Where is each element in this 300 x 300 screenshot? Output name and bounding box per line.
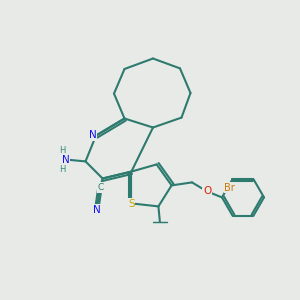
Text: H: H bbox=[59, 165, 66, 174]
Text: O: O bbox=[203, 186, 211, 196]
Text: C: C bbox=[97, 183, 103, 192]
Text: N: N bbox=[93, 205, 101, 215]
Text: N: N bbox=[88, 130, 96, 140]
Text: Br: Br bbox=[224, 183, 235, 193]
Text: H: H bbox=[59, 146, 66, 155]
Text: S: S bbox=[128, 199, 135, 209]
Text: N: N bbox=[61, 155, 69, 165]
